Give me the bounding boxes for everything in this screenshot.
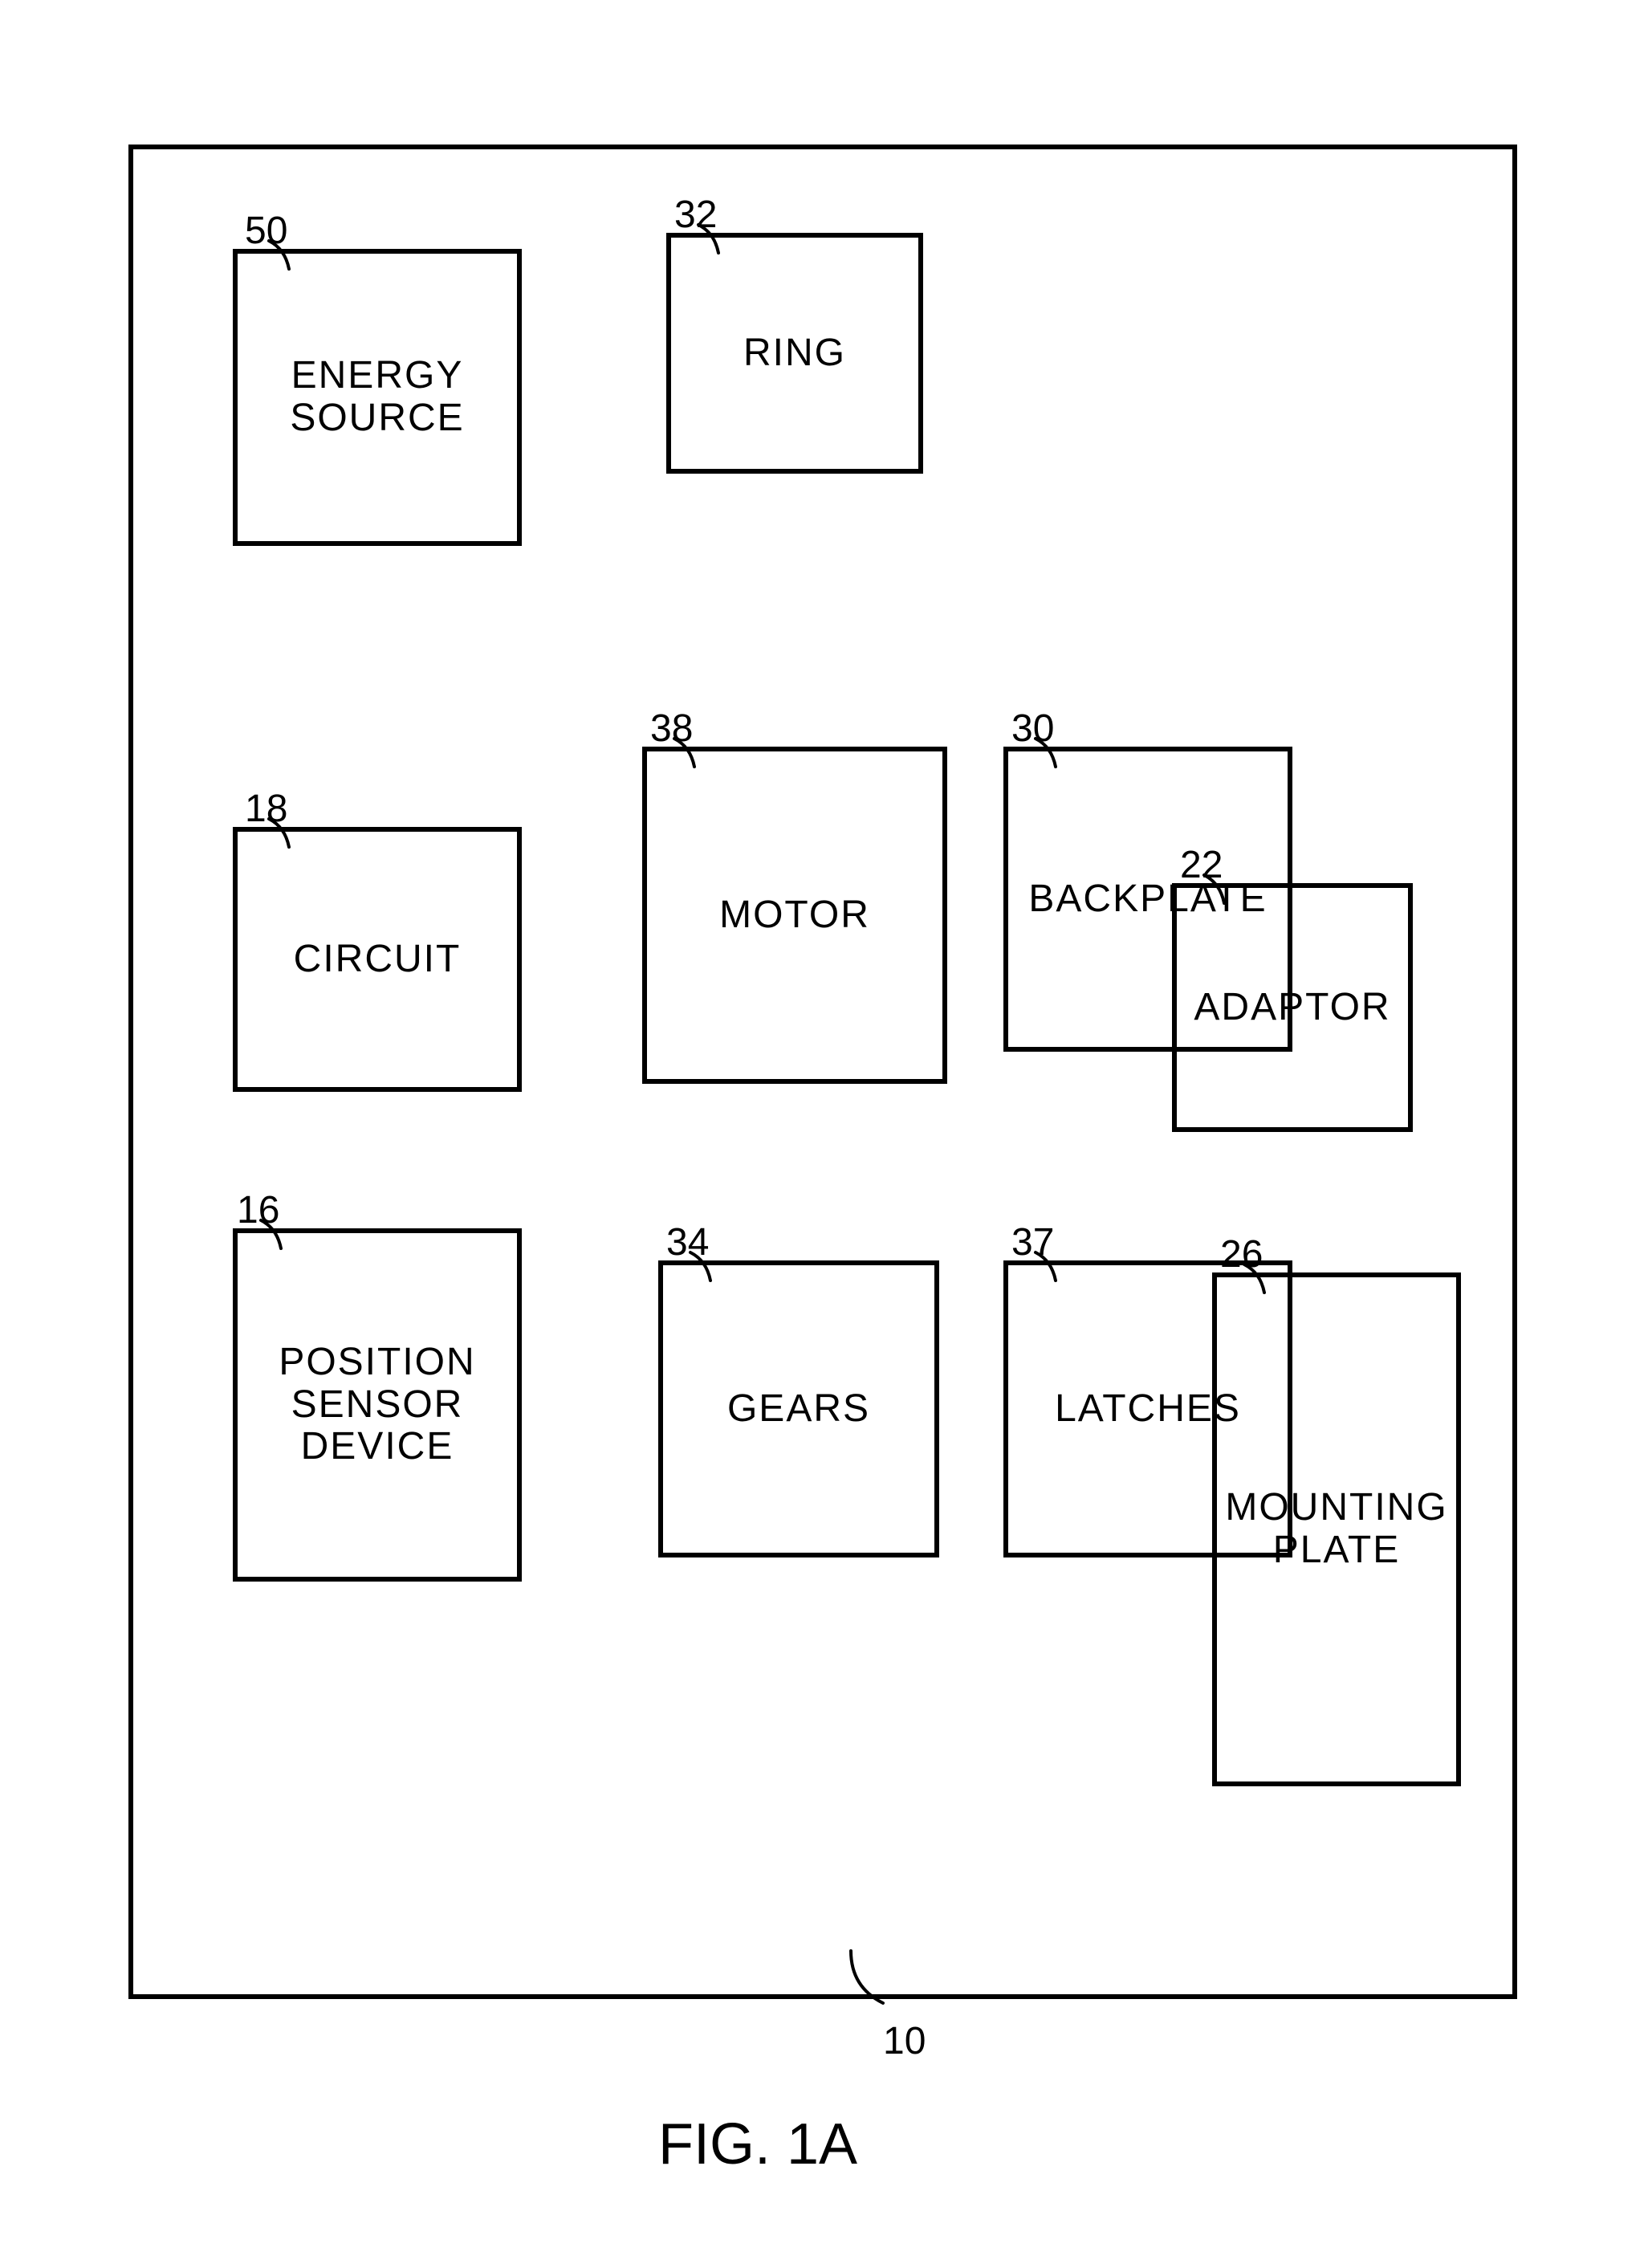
leader-line	[674, 739, 694, 767]
figure-caption: FIG. 1A	[658, 2111, 857, 2177]
leader-line	[1036, 1252, 1056, 1281]
leader-line	[261, 1220, 281, 1248]
leader-line	[851, 1951, 883, 2003]
leader-line	[690, 1252, 710, 1281]
leader-line	[1244, 1264, 1264, 1293]
outer-frame-ref-label: 10	[883, 2019, 926, 2063]
leader-line	[1036, 739, 1056, 767]
leader-line	[698, 225, 718, 253]
leader-line	[269, 241, 289, 269]
leader-lines-svg	[0, 0, 1648, 2268]
diagram-stage: ENERGY SOURCE50CIRCUIT18POSITION SENSOR …	[0, 0, 1648, 2268]
leader-line	[269, 819, 289, 847]
leader-line	[1204, 875, 1224, 903]
